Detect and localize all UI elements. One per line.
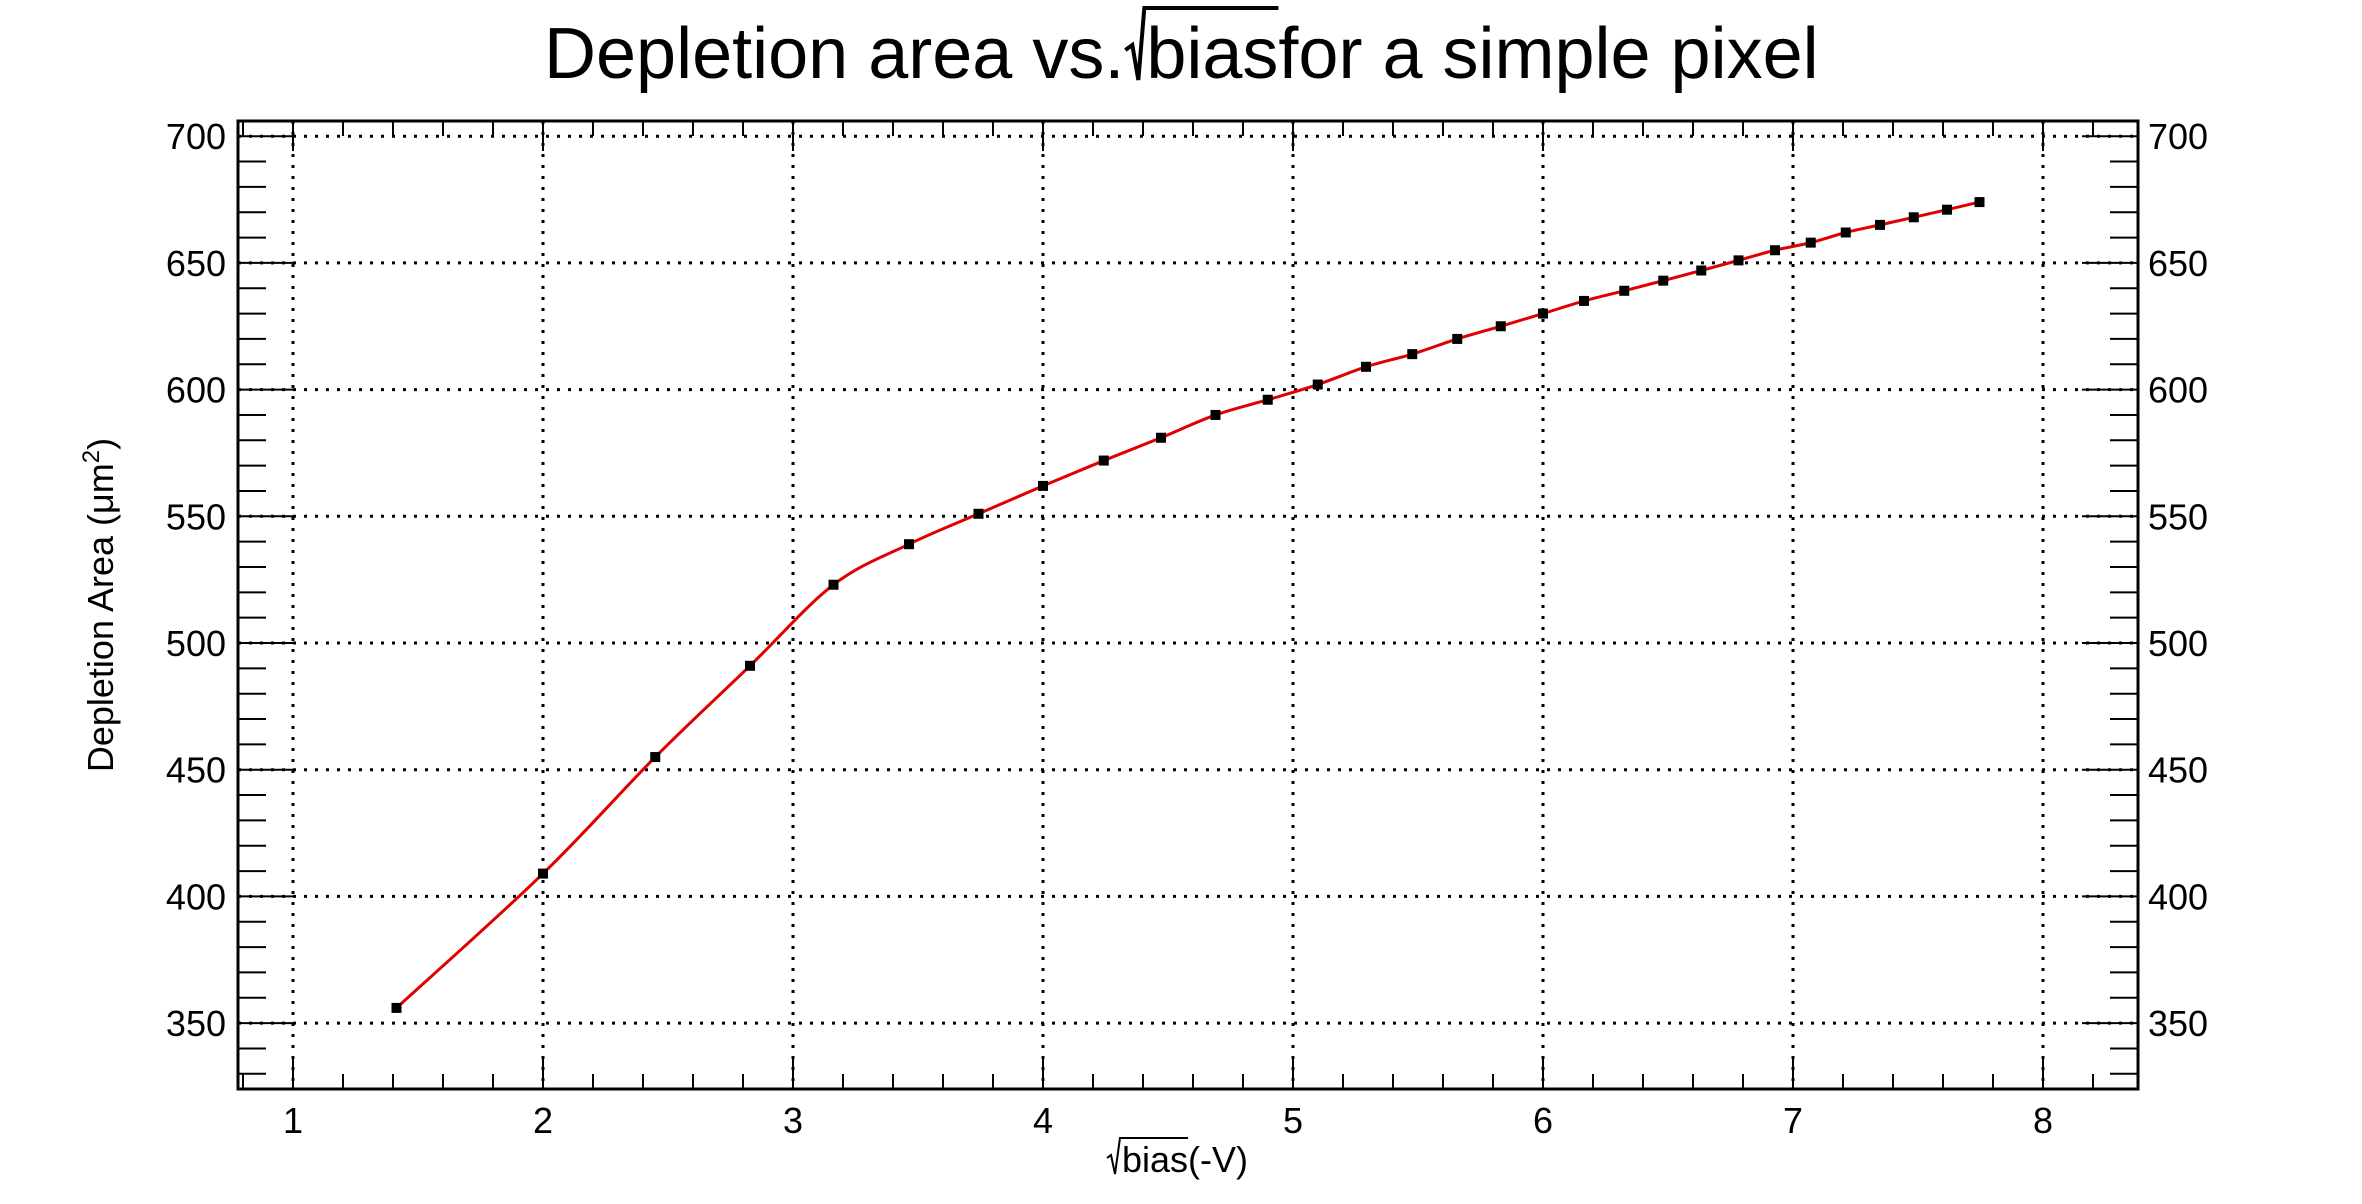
x-tick-label: 5 — [1283, 1100, 1303, 1141]
x-tick-label: 7 — [1783, 1100, 1803, 1141]
y-tick-label: 650 — [166, 243, 226, 284]
data-point — [1770, 245, 1780, 256]
y-tick-label-right: 400 — [2148, 876, 2208, 917]
data-series — [391, 197, 1985, 1013]
grid — [238, 121, 2138, 1089]
x-axis-label-sqrt-sign — [1106, 1137, 1189, 1175]
x-tick-label: 6 — [1533, 1100, 1553, 1141]
data-point — [1875, 219, 1885, 230]
data-point — [650, 752, 661, 763]
data-point — [1156, 432, 1166, 443]
x-axis-label-sqrt-argument: bias — [1122, 1139, 1188, 1180]
y-axis-label-superscript: 2 — [78, 450, 105, 463]
y-tick-label: 450 — [166, 750, 226, 791]
y-tick-label: 700 — [166, 116, 226, 157]
y-tick-label-right: 350 — [2148, 1003, 2208, 1044]
title-text-before: Depletion area vs. — [544, 14, 1124, 94]
data-point — [1974, 197, 1985, 208]
data-point — [1452, 333, 1463, 344]
data-point — [745, 660, 755, 671]
y-tick-label: 600 — [166, 370, 226, 411]
y-tick-label-right: 450 — [2148, 750, 2208, 791]
data-point — [1805, 237, 1816, 248]
x-tick-label: 1 — [283, 1100, 303, 1141]
x-tick-label: 3 — [783, 1100, 803, 1141]
data-point — [1696, 265, 1707, 276]
chart-title: Depletion area vs. bias for a simple pix… — [544, 6, 1819, 94]
x-axis-label: bias (-V) — [1106, 1137, 1248, 1180]
y-axis-tick-labels-right: 350 400 450 500 550 600 650 700 — [2148, 116, 2208, 1044]
data-point — [1312, 379, 1323, 390]
plot-frame — [236, 119, 2140, 1091]
y-axis-label: Depletion Area (μm2) — [78, 438, 121, 772]
x-tick-label: 8 — [2033, 1100, 2053, 1141]
data-point — [1733, 255, 1744, 266]
data-point — [828, 579, 839, 590]
data-point — [973, 508, 984, 519]
data-point — [1619, 285, 1630, 296]
y-tick-label: 500 — [166, 623, 226, 664]
data-point — [1908, 212, 1919, 223]
data-point — [1262, 394, 1273, 405]
y-tick-label-right: 700 — [2148, 116, 2208, 157]
data-point — [1942, 204, 1952, 215]
y-tick-label-right: 500 — [2148, 623, 2208, 664]
data-point — [1495, 321, 1506, 332]
data-point — [1658, 275, 1669, 286]
data-point — [1038, 480, 1048, 491]
title-text-sqrt-argument: bias — [1146, 14, 1278, 94]
x-tick-label: 4 — [1033, 1100, 1053, 1141]
y-axis-tick-labels-left: 350 400 450 500 550 600 650 700 — [166, 116, 226, 1044]
data-point — [1098, 455, 1109, 466]
data-point — [538, 868, 548, 879]
y-tick-label-right: 650 — [2148, 243, 2208, 284]
y-tick-label-right: 550 — [2148, 496, 2208, 537]
series-line — [395, 200, 1980, 1010]
y-tick-label-right: 600 — [2148, 370, 2208, 411]
y-axis-label-close: ) — [80, 438, 121, 450]
data-point — [904, 539, 914, 550]
data-point — [391, 1002, 402, 1013]
data-point — [1538, 308, 1548, 319]
x-tick-label: 2 — [533, 1100, 553, 1141]
y-tick-label: 550 — [166, 496, 226, 537]
data-point — [1579, 295, 1589, 306]
x-axis-label-unit: (-V) — [1188, 1139, 1248, 1180]
title-sqrt-sign — [1124, 6, 1279, 81]
y-axis-label-main: Depletion Area (μm — [80, 463, 121, 772]
y-tick-label: 400 — [166, 876, 226, 917]
data-point — [1361, 361, 1371, 372]
data-point — [1407, 349, 1418, 360]
axis-ticks — [238, 121, 2138, 1089]
data-point — [1840, 227, 1851, 238]
x-axis-tick-labels: 1 2 3 4 5 6 7 8 — [283, 1100, 2053, 1141]
data-point — [1210, 409, 1221, 420]
y-tick-label: 350 — [166, 1003, 226, 1044]
title-text-after: for a simple pixel — [1278, 14, 1818, 94]
